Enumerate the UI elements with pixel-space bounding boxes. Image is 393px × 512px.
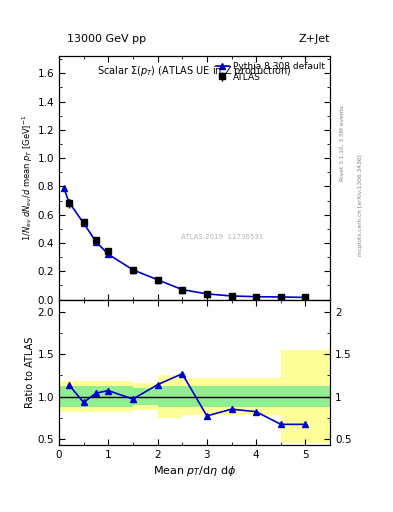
Text: ATLAS-2019  11736531: ATLAS-2019 11736531 [181, 233, 263, 240]
Pythia 8.308 default [94, 239, 98, 245]
Pythia 8.308 default [204, 291, 209, 297]
Y-axis label: Ratio to ATLAS: Ratio to ATLAS [25, 337, 35, 408]
Line: Pythia 8.308 default: Pythia 8.308 default [61, 185, 309, 301]
Pythia 8.308 default [106, 251, 110, 258]
Pythia 8.308 default [180, 287, 185, 293]
Pythia 8.308 default [81, 220, 86, 226]
Pythia 8.308 default [279, 294, 283, 300]
Pythia 8.308 default [155, 276, 160, 283]
Text: Scalar $\Sigma(p_T)$ (ATLAS UE in Z production): Scalar $\Sigma(p_T)$ (ATLAS UE in Z prod… [97, 63, 292, 78]
Pythia 8.308 default [229, 293, 234, 299]
Pythia 8.308 default [62, 185, 66, 191]
Pythia 8.308 default [130, 267, 135, 273]
X-axis label: Mean $p_T$/d$\eta$ d$\phi$: Mean $p_T$/d$\eta$ d$\phi$ [153, 464, 236, 479]
Pythia 8.308 default [66, 199, 71, 205]
Legend: Pythia 8.308 default, ATLAS: Pythia 8.308 default, ATLAS [212, 58, 328, 85]
Y-axis label: $1/N_{ev}$ $dN_{ev}/d$ mean $p_T$ [GeV]$^{-1}$: $1/N_{ev}$ $dN_{ev}/d$ mean $p_T$ [GeV]$… [20, 115, 35, 241]
Pythia 8.308 default [254, 293, 259, 300]
Text: 13000 GeV pp: 13000 GeV pp [67, 33, 146, 44]
Pythia 8.308 default [303, 294, 308, 301]
Text: Rivet 3.1.10, 3.5M events: Rivet 3.1.10, 3.5M events [340, 105, 345, 181]
Text: Z+Jet: Z+Jet [299, 33, 330, 44]
Text: mcplots.cern.ch [arXiv:1306.3436]: mcplots.cern.ch [arXiv:1306.3436] [358, 154, 363, 255]
